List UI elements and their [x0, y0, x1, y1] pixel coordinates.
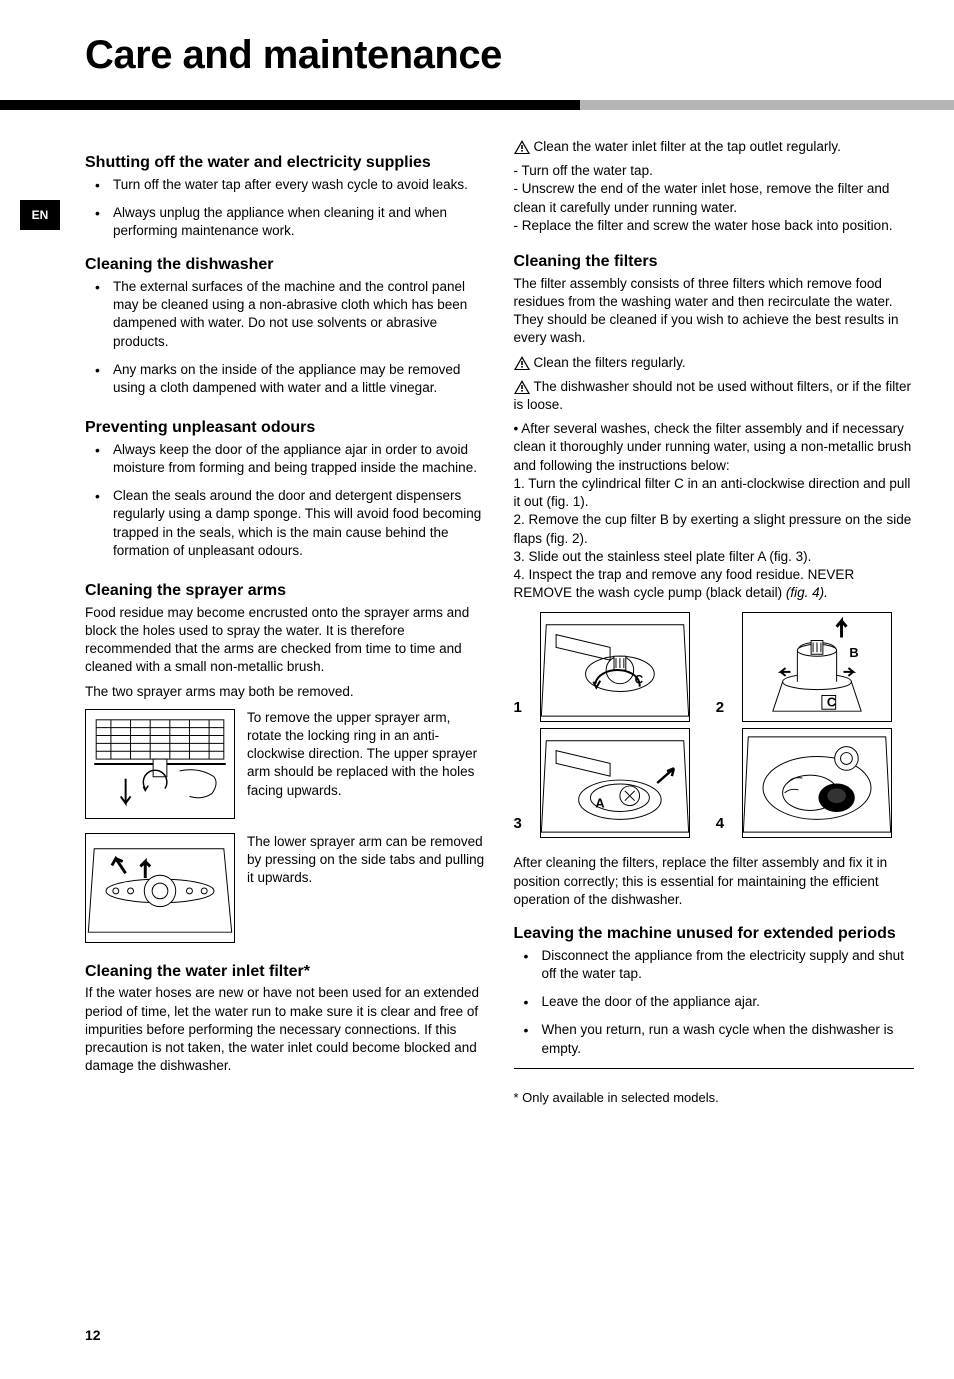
list-item: Turn off the water tap after every wash …	[85, 176, 486, 194]
filters-warn2-line: The dishwasher should not be used withou…	[514, 378, 915, 414]
filters-intro: The filter assembly consists of three fi…	[514, 275, 915, 348]
list-item: Always keep the door of the appliance aj…	[85, 441, 486, 477]
list-odours: Always keep the door of the appliance aj…	[85, 441, 486, 560]
figure-1: C	[540, 612, 690, 722]
svg-text:C: C	[634, 674, 643, 687]
heading-cleaning-dw: Cleaning the dishwasher	[85, 254, 486, 276]
lower-sprayer-text: The lower sprayer arm can be removed by …	[247, 833, 486, 943]
upper-sprayer-row: To remove the upper sprayer arm, rotate …	[85, 709, 486, 819]
heading-shutoff: Shutting off the water and electricity s…	[85, 152, 486, 174]
lower-sprayer-row: The lower sprayer arm can be removed by …	[85, 833, 486, 943]
figure-4	[742, 728, 892, 838]
inlet-warn-line: Clean the water inlet filter at the tap …	[514, 138, 915, 156]
language-tab: EN	[20, 200, 60, 230]
filters-warn2: The dishwasher should not be used withou…	[514, 379, 911, 412]
upper-sprayer-text: To remove the upper sprayer arm, rotate …	[247, 709, 486, 819]
figure-grid: 1 C 2	[514, 612, 915, 838]
list-item: The external surfaces of the machine and…	[85, 278, 486, 351]
list-item: Leave the door of the appliance ajar.	[514, 993, 915, 1011]
left-column: Shutting off the water and electricity s…	[85, 138, 486, 1106]
filters-after: After cleaning the filters, replace the …	[514, 854, 915, 909]
filters-warn1: Clean the filters regularly.	[534, 355, 686, 370]
list-item: Clean the seals around the door and dete…	[85, 487, 486, 560]
list-item: When you return, run a wash cycle when t…	[514, 1021, 915, 1057]
list-item: Disconnect the appliance from the electr…	[514, 947, 915, 983]
upper-sprayer-illustration	[85, 709, 235, 819]
fig-label-4: 4	[716, 814, 738, 838]
header-rule	[0, 100, 954, 110]
list-cleaning-dw: The external surfaces of the machine and…	[85, 278, 486, 397]
footnote-rule	[514, 1068, 915, 1069]
heading-odours: Preventing unpleasant odours	[85, 417, 486, 439]
fig4-ref: (fig. 4).	[786, 585, 828, 600]
filters-step: 3. Slide out the stainless steel plate f…	[514, 548, 915, 566]
figure-2: B C	[742, 612, 892, 722]
filters-step4: 4. Inspect the trap and remove any food …	[514, 566, 915, 602]
fig-label-1: 1	[514, 698, 536, 722]
inlet-body: If the water hoses are new or have not b…	[85, 984, 486, 1075]
heading-filters: Cleaning the filters	[514, 251, 915, 273]
warning-icon	[514, 356, 530, 370]
fig-label-3: 3	[514, 814, 536, 838]
inlet-step: - Turn off the water tap.	[514, 162, 915, 180]
list-shutoff: Turn off the water tap after every wash …	[85, 176, 486, 241]
sprayer-intro2: The two sprayer arms may both be removed…	[85, 683, 486, 701]
list-item: Always unplug the appliance when cleanin…	[85, 204, 486, 240]
warning-icon	[514, 380, 530, 394]
figure-3: A	[540, 728, 690, 838]
svg-text:B: B	[849, 646, 858, 661]
filters-warn1-line: Clean the filters regularly.	[514, 354, 915, 372]
list-leaving: Disconnect the appliance from the electr…	[514, 947, 915, 1058]
right-column: Clean the water inlet filter at the tap …	[514, 138, 915, 1106]
list-item: Any marks on the inside of the appliance…	[85, 361, 486, 397]
sprayer-intro: Food residue may become encrusted onto t…	[85, 604, 486, 677]
svg-text:C: C	[827, 695, 836, 710]
page-number: 12	[85, 1326, 101, 1345]
heading-leaving: Leaving the machine unused for extended …	[514, 923, 915, 945]
inlet-step: - Replace the filter and screw the water…	[514, 217, 915, 235]
filters-step: 1. Turn the cylindrical filter C in an a…	[514, 475, 915, 511]
lower-sprayer-illustration	[85, 833, 235, 943]
heading-sprayer: Cleaning the sprayer arms	[85, 580, 486, 602]
footnote: * Only available in selected models.	[514, 1083, 915, 1107]
heading-inlet: Cleaning the water inlet filter*	[85, 961, 486, 983]
svg-text:A: A	[595, 796, 604, 811]
filters-step: 2. Remove the cup filter B by exerting a…	[514, 511, 915, 547]
inlet-warn-text: Clean the water inlet filter at the tap …	[534, 139, 841, 154]
inlet-step: - Unscrew the end of the water inlet hos…	[514, 180, 915, 216]
filters-step: • After several washes, check the filter…	[514, 420, 915, 475]
warning-icon	[514, 140, 530, 154]
page-title: Care and maintenance	[85, 28, 954, 82]
fig-label-2: 2	[716, 698, 738, 722]
